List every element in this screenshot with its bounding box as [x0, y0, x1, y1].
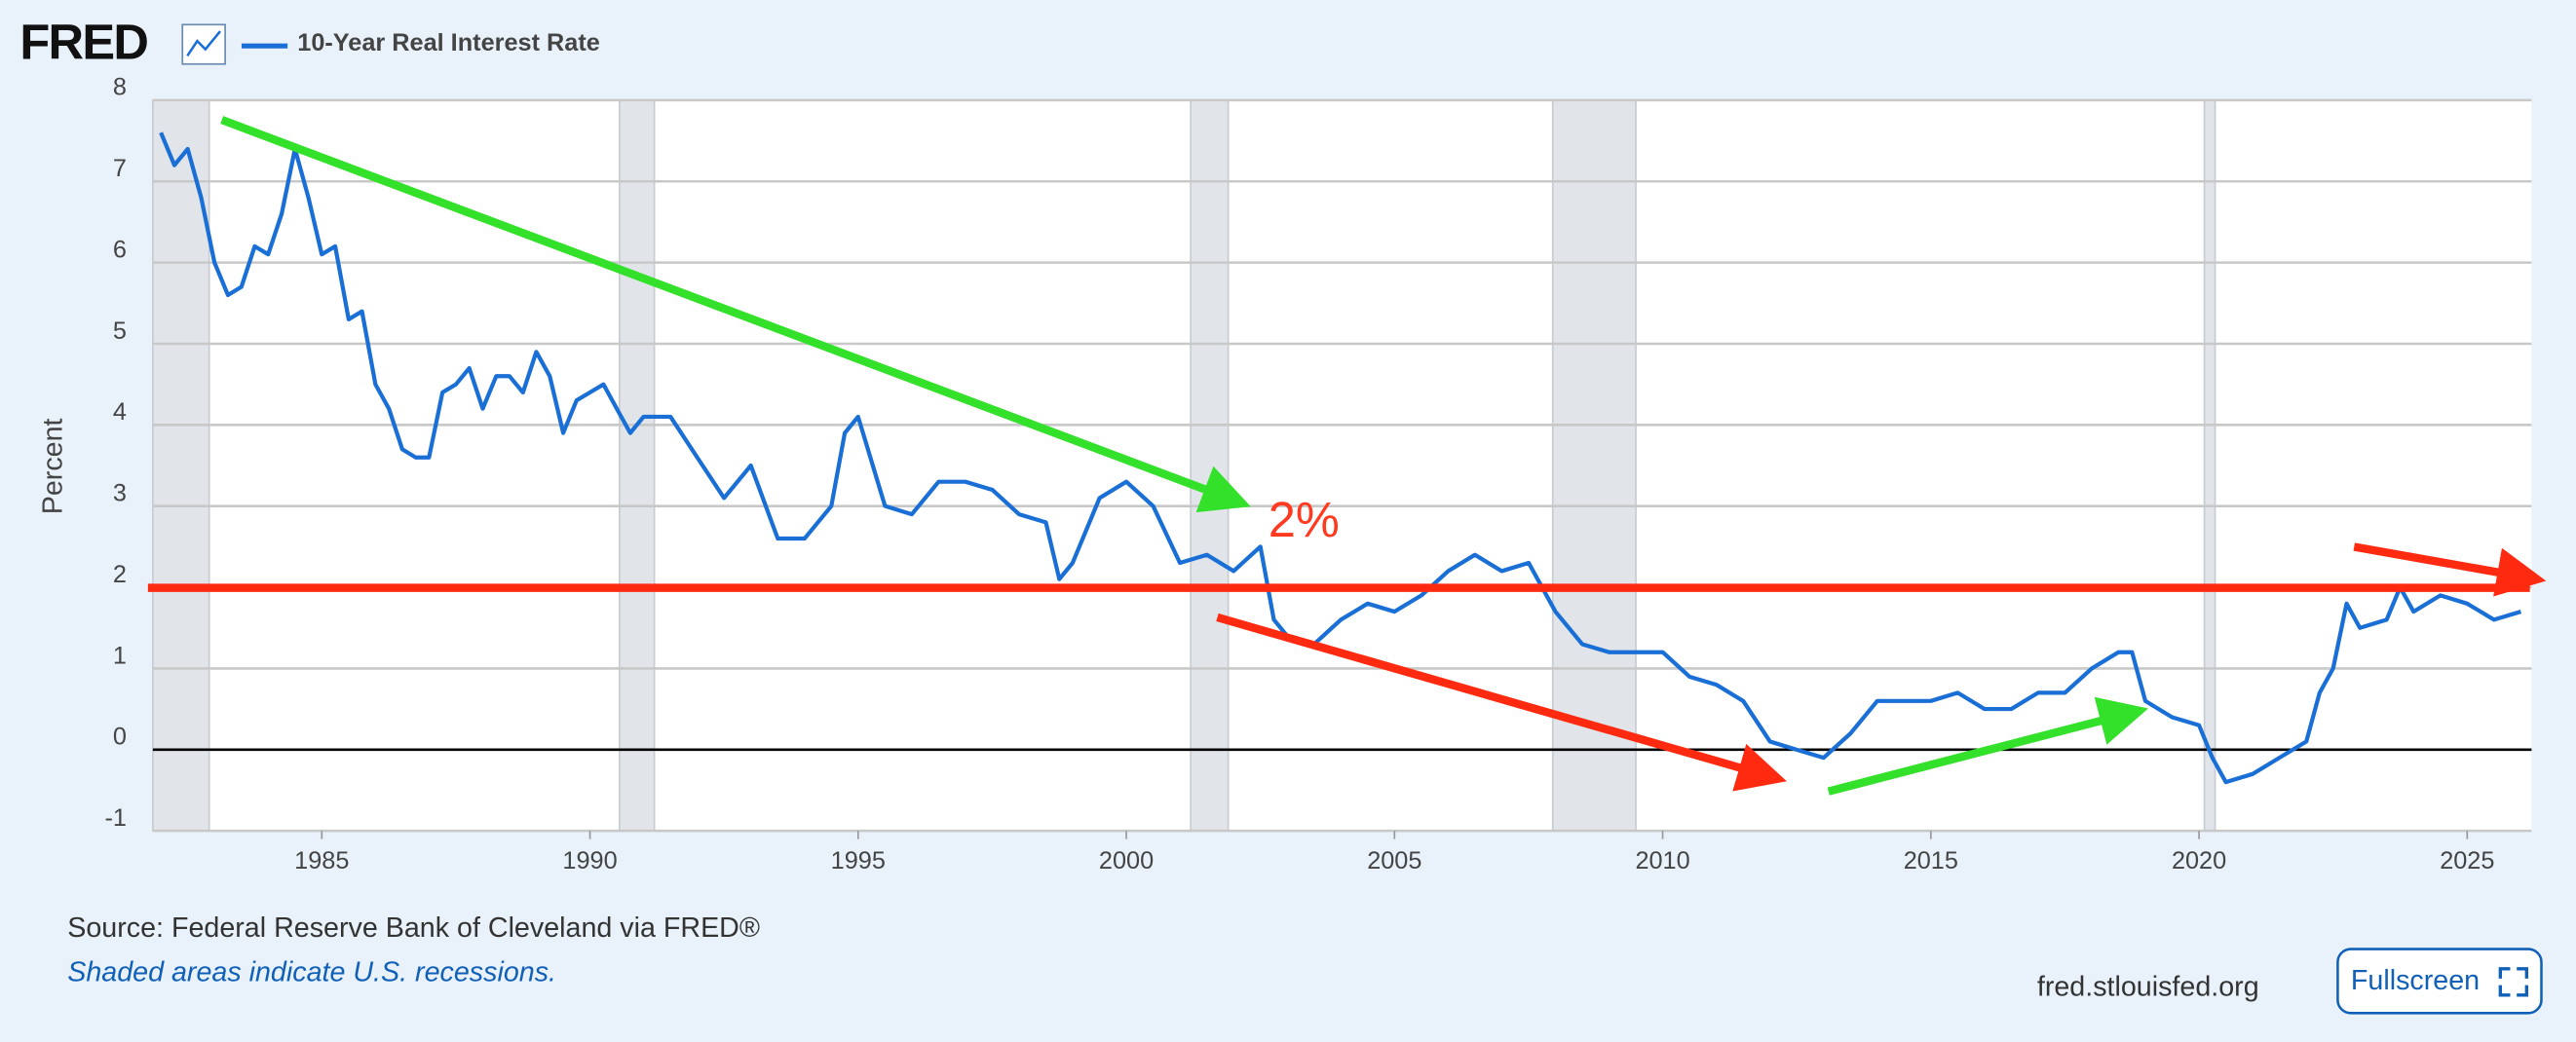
x-tick-label: 2010 — [1635, 847, 1689, 875]
y-tick-label: 1 — [113, 642, 127, 669]
y-tick-label: 8 — [113, 74, 127, 101]
recession-band — [1190, 99, 1230, 833]
arrow — [2353, 542, 2547, 597]
y-tick-label: 0 — [113, 724, 127, 751]
y-tick-label: 5 — [113, 317, 127, 345]
recession-band — [618, 99, 656, 833]
chart-icon — [181, 23, 226, 65]
x-tick-label: 1995 — [831, 847, 886, 875]
recession-band — [152, 99, 210, 833]
x-tick-label: 2005 — [1367, 847, 1421, 875]
plot-area — [152, 99, 2532, 832]
x-tick-label: 1990 — [562, 847, 617, 875]
y-axis-label: Percent — [37, 418, 68, 514]
x-tick-label: 2000 — [1099, 847, 1154, 875]
y-tick-label: 7 — [113, 155, 127, 182]
logo: FRED — [19, 15, 147, 70]
series-line — [159, 131, 2522, 785]
y-tick-label: 3 — [113, 480, 127, 507]
fullscreen-label[interactable]: Fullscreen — [2351, 965, 2480, 996]
site: fred.stlouisfed.org — [2037, 972, 2259, 1003]
annotation: 2% — [1269, 492, 1340, 547]
fullscreen-icon[interactable] — [2498, 967, 2529, 997]
x-tick-label: 2025 — [2440, 847, 2494, 875]
x-tick-label: 1985 — [294, 847, 349, 875]
recession-band — [1551, 99, 1637, 833]
x-tick-label: 2020 — [2172, 847, 2226, 875]
chart-icon-line — [186, 30, 222, 57]
arrow — [1827, 696, 2148, 796]
arrow — [1216, 613, 1787, 792]
recession-band — [2203, 99, 2216, 833]
source: Source: Federal Reserve Bank of Clevelan… — [67, 912, 760, 944]
y-tick-label: 4 — [113, 398, 127, 426]
x-tick-label: 2015 — [1904, 847, 1958, 875]
y-tick-label: 2 — [113, 561, 127, 588]
y-tick-label: 6 — [113, 236, 127, 263]
legend-label: 10-Year Real Interest Rate — [297, 29, 600, 56]
arrow — [220, 116, 1251, 513]
fullscreen-button[interactable] — [2336, 948, 2543, 1015]
y-tick-label: -1 — [104, 804, 126, 832]
note: Shaded areas indicate U.S. recessions. — [67, 956, 556, 987]
